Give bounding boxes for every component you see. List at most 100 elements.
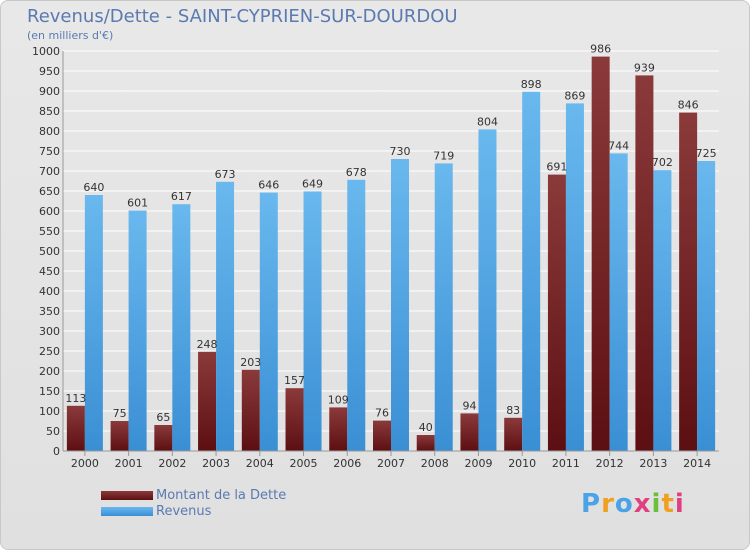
value-label-revenus-2001: 601: [127, 197, 148, 210]
y-tick-label: 850: [39, 105, 60, 118]
value-label-dette-2008: 40: [419, 421, 433, 434]
bar-dette-2006: [329, 407, 348, 451]
x-tick-label: 2003: [202, 457, 230, 470]
x-tick-label: 2000: [71, 457, 99, 470]
logo-letter: o: [614, 489, 634, 519]
value-label-revenus-2012: 744: [608, 139, 629, 152]
bar-dette-2003: [198, 351, 217, 451]
x-tick-label: 2010: [508, 457, 536, 470]
value-label-revenus-2000: 640: [83, 181, 104, 194]
x-axis: 2000 2001 2002 2003 2004 2005 2006 2007 2008 2009…: [63, 450, 719, 470]
y-tick-label: 300: [39, 325, 60, 338]
bar-revenus-2002: [172, 204, 191, 451]
bar-revenus-2004: [259, 192, 278, 451]
y-tick-label: 900: [39, 85, 60, 98]
bar-dette-2000: [66, 405, 85, 451]
chart-subtitle: (en milliers d'€): [27, 29, 114, 42]
y-tick-label: 650: [39, 185, 60, 198]
x-tick-label: 2001: [115, 457, 143, 470]
logo-letter: P: [581, 489, 602, 519]
value-label-revenus-2003: 673: [215, 168, 236, 181]
legend-label-revenus: Revenus: [156, 504, 212, 519]
bar-revenus-2008: [434, 163, 453, 451]
logo-letter: i: [651, 489, 662, 519]
bar-dette-2005: [285, 388, 304, 451]
bar-dette-2009: [460, 413, 479, 451]
bar-dette-2012: [591, 56, 610, 451]
bar-revenus-2010: [522, 91, 541, 452]
x-tick-label: 2014: [683, 457, 711, 470]
logo-letter: i: [674, 489, 685, 519]
x-tick-label: 2009: [464, 457, 492, 470]
logo-letter: x: [633, 489, 652, 519]
bar-revenus-2011: [565, 103, 584, 452]
y-tick-label: 400: [39, 285, 60, 298]
value-label-dette-2003: 248: [197, 338, 218, 351]
logo-letter: r: [601, 489, 615, 519]
value-label-revenus-2004: 646: [258, 179, 279, 192]
value-label-revenus-2008: 719: [433, 149, 454, 162]
y-tick-label: 0: [53, 445, 60, 458]
value-label-revenus-2006: 678: [346, 166, 367, 179]
bar-revenus-2013: [653, 170, 672, 451]
value-label-dette-2010: 83: [506, 404, 520, 417]
value-label-dette-2000: 113: [65, 392, 86, 405]
bars: [66, 56, 716, 452]
value-label-revenus-2011: 869: [564, 89, 585, 102]
legend-swatch-revenus: [101, 507, 153, 516]
value-label-dette-2007: 76: [375, 407, 389, 420]
bar-dette-2007: [373, 420, 391, 451]
value-label-dette-2001: 75: [113, 407, 127, 420]
x-tick-label: 2005: [290, 457, 318, 470]
bar-dette-2001: [110, 421, 129, 451]
x-tick-label: 2013: [639, 457, 667, 470]
x-tick-label: 2012: [596, 457, 624, 470]
y-tick-label: 700: [39, 165, 60, 178]
x-tick-label: 2007: [377, 457, 405, 470]
value-label-dette-2005: 157: [284, 374, 305, 387]
value-label-dette-2012: 986: [590, 43, 611, 56]
bar-dette-2004: [241, 369, 260, 451]
x-tick-label: 2008: [421, 457, 449, 470]
y-axis: 0 50 100 150 200 250 300 350 400 450 500 550 600 650 7…: [32, 45, 64, 458]
logo-letter: t: [661, 489, 675, 519]
bar-revenus-2003: [216, 181, 235, 452]
x-tick-label: 2006: [333, 457, 361, 470]
value-label-revenus-2010: 898: [521, 78, 542, 91]
y-tick-label: 800: [39, 125, 60, 138]
value-label-revenus-2007: 730: [390, 145, 411, 158]
proxiti-logo: Proxiti: [581, 489, 685, 519]
y-tick-label: 350: [39, 305, 60, 318]
bar-dette-2010: [504, 417, 523, 451]
value-label-revenus-2014: 725: [696, 147, 717, 160]
legend-swatch-dette: [101, 491, 153, 500]
bar-chart: 0 50 100 150 200 250 300 350 400 450 500 550 600 650 7…: [32, 43, 719, 470]
y-tick-label: 450: [39, 265, 60, 278]
value-label-revenus-2009: 804: [477, 115, 498, 128]
value-label-dette-2011: 691: [546, 161, 567, 174]
value-label-dette-2013: 939: [634, 61, 655, 74]
bar-dette-2011: [547, 174, 566, 451]
value-labels: 113 640 75 601 65 617 248 673 203 646 157 649 109 678…: [65, 43, 716, 434]
value-label-dette-2004: 203: [240, 356, 261, 369]
y-tick-label: 50: [46, 425, 60, 438]
bar-revenus-2012: [609, 153, 628, 451]
bar-revenus-2006: [347, 179, 366, 452]
chart-title: Revenus/Dette - SAINT-CYPRIEN-SUR-DOURDO…: [27, 6, 458, 27]
value-label-dette-2009: 94: [462, 399, 476, 412]
y-tick-label: 550: [39, 225, 60, 238]
bar-revenus-2014: [697, 161, 716, 451]
bar-dette-2002: [154, 425, 173, 451]
y-tick-label: 200: [39, 365, 60, 378]
y-tick-label: 250: [39, 345, 60, 358]
bar-revenus-2009: [478, 129, 497, 451]
bar-dette-2008: [416, 435, 435, 451]
bar-revenus-2001: [128, 210, 147, 451]
y-tick-label: 150: [39, 385, 60, 398]
x-tick-label: 2004: [246, 457, 274, 470]
bar-revenus-2005: [303, 191, 322, 451]
value-label-revenus-2013: 702: [652, 156, 673, 169]
value-label-dette-2014: 846: [678, 99, 699, 112]
legend-label-dette: Montant de la Dette: [156, 488, 287, 503]
bar-revenus-2007: [391, 159, 409, 451]
